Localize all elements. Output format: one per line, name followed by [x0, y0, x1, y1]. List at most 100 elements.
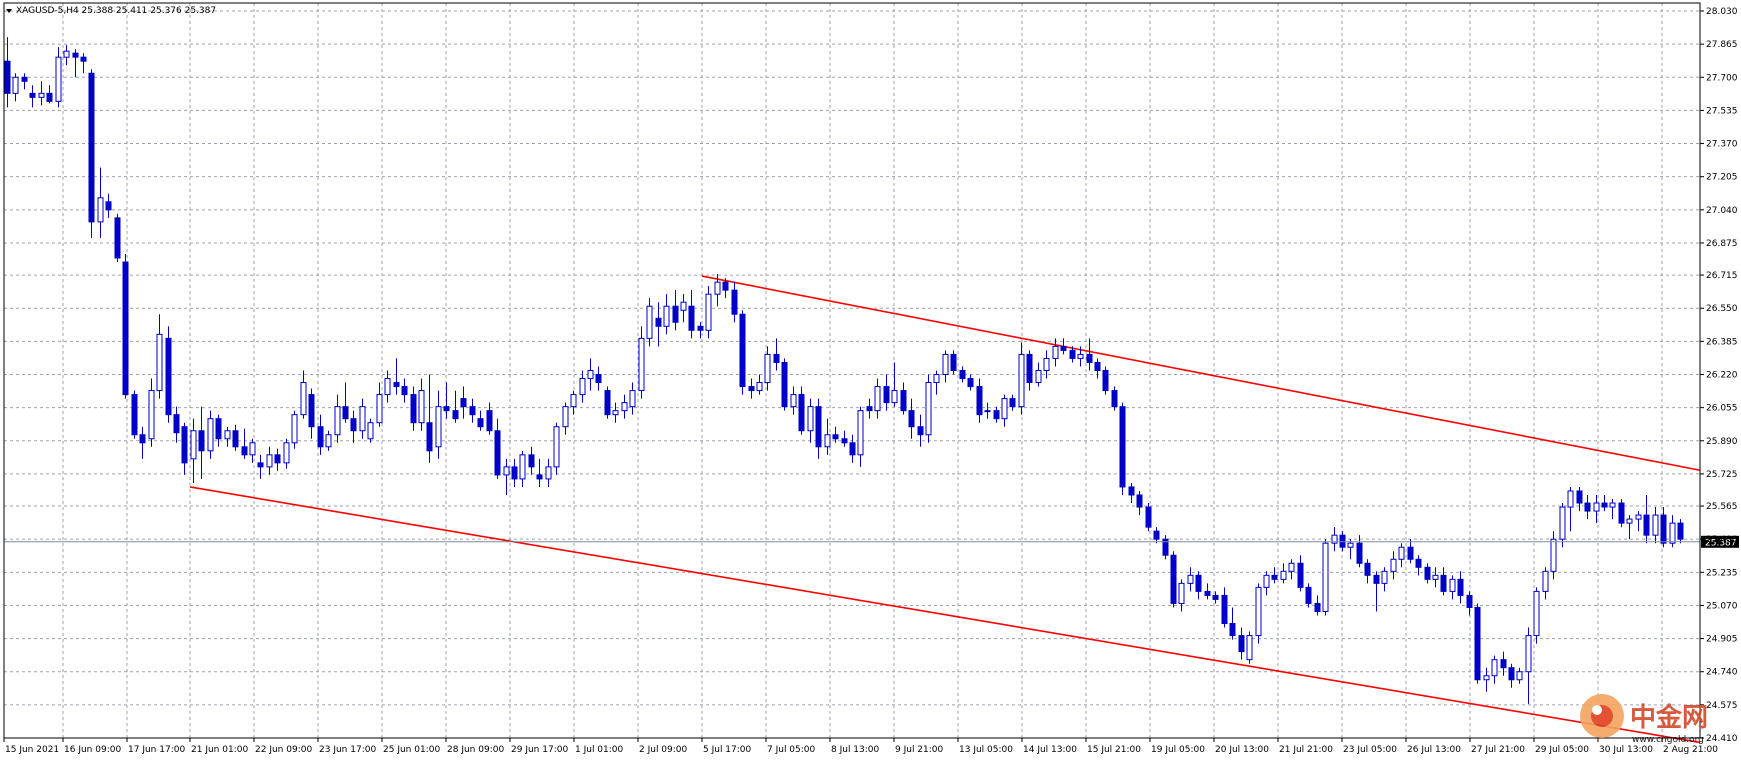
candle: [1508, 663, 1515, 688]
candle: [1162, 535, 1169, 560]
price-tick-label: 26.220: [1706, 371, 1738, 381]
candle-body-bear: [1305, 586, 1312, 604]
price-tick-label: 26.875: [1706, 239, 1738, 249]
candle: [883, 374, 890, 411]
candle-body-bear: [1584, 502, 1591, 512]
candle-body-bear: [1153, 530, 1160, 540]
watermark: 中金网 www.cngold.org: [1580, 694, 1708, 745]
candle: [688, 290, 695, 339]
candle-body-bear: [967, 378, 974, 388]
candle-body-bear: [781, 361, 788, 408]
candle-body-bear: [1677, 522, 1684, 540]
candle-body-bear: [604, 390, 611, 416]
candle-body-bull: [249, 442, 256, 456]
price-tick-label: 28.030: [1706, 7, 1738, 17]
trendline[interactable]: [189, 486, 1701, 744]
time-tick-label: 2 Jul 09:00: [639, 745, 688, 755]
candle-body-bull: [1593, 502, 1600, 512]
candle: [1195, 571, 1202, 600]
candle: [1035, 362, 1042, 387]
candle: [452, 390, 459, 423]
candle-body-bull: [545, 466, 552, 480]
candle-body-bear: [4, 60, 11, 94]
candle-body-bull: [300, 382, 307, 416]
candle: [1677, 519, 1684, 544]
trendline[interactable]: [701, 275, 1701, 472]
price-axis[interactable]: 28.030 27.865 27.700 27.535 27.370 27.205 27.0…: [1700, 7, 1738, 744]
candle-body-bull: [384, 378, 391, 396]
time-tick-label: 15 Jul 21:00: [1087, 745, 1141, 755]
candle: [1491, 655, 1498, 684]
candle-body-bear: [165, 337, 172, 416]
candle-body-bear: [1026, 353, 1033, 384]
time-axis[interactable]: 15 Jun 2021 16 Jun 09:00 17 Jun 17:00 21 Ju…: [3, 738, 1718, 755]
candle: [1576, 486, 1583, 512]
candle-body-bull: [1432, 574, 1439, 580]
candle-body-bear: [350, 418, 357, 432]
candle: [722, 278, 729, 299]
candle-body-bull: [1550, 538, 1557, 572]
candle: [1136, 490, 1143, 516]
candle-body-bear: [1424, 566, 1431, 580]
chevron-down-icon[interactable]: [6, 9, 12, 13]
candle-body-bull: [1246, 635, 1253, 661]
time-tick-label: 27 Jul 21:00: [1471, 745, 1525, 755]
candle: [1466, 591, 1473, 616]
candle: [511, 458, 518, 487]
candle: [1018, 342, 1025, 415]
candle: [181, 422, 188, 475]
candle: [1533, 587, 1540, 644]
candle: [1356, 535, 1363, 568]
price-tick-label: 26.385: [1706, 337, 1738, 347]
candle: [553, 422, 560, 475]
candle-body-bull: [1077, 353, 1084, 359]
candle-body-bull: [1491, 659, 1498, 677]
candle-body-bear: [29, 92, 36, 98]
candle-body-bull: [1187, 574, 1194, 584]
candle-body-bull: [1178, 582, 1185, 604]
candle-body-bull: [283, 442, 290, 464]
candle: [393, 358, 400, 395]
candle: [1652, 507, 1659, 544]
candle-body-bear: [393, 382, 400, 388]
candle: [1601, 494, 1608, 512]
candle-body-bear: [139, 434, 146, 444]
candle: [739, 310, 746, 395]
time-tick-label: 17 Jun 17:00: [128, 745, 185, 755]
time-tick-label: 7 Jul 05:00: [767, 745, 816, 755]
watermark-subtext: www.cngold.org: [1632, 735, 1704, 745]
candle: [148, 378, 155, 447]
candle-body-bull: [579, 378, 586, 396]
candle: [486, 402, 493, 435]
candle: [807, 398, 814, 443]
candle: [198, 406, 205, 479]
candle-body-bear: [1474, 606, 1481, 681]
candle: [1440, 567, 1447, 596]
candle-body-bull: [874, 386, 881, 412]
candle: [1178, 579, 1185, 612]
candle: [38, 81, 45, 106]
candle: [1457, 571, 1464, 604]
candle-body-bear: [1212, 594, 1219, 600]
candle-body-bear: [1407, 546, 1414, 560]
time-tick-label: 22 Jun 09:00: [255, 745, 312, 755]
candle: [1128, 482, 1135, 504]
candle-body-bear: [486, 410, 493, 432]
candle-body-bear: [215, 418, 222, 440]
candle-body-bear: [1297, 562, 1304, 588]
candle: [190, 418, 197, 483]
candle-body-bear: [46, 92, 53, 102]
candle: [97, 167, 104, 238]
candle: [663, 294, 670, 335]
candle-body-bull: [1652, 514, 1659, 536]
candle-body-bear: [1457, 578, 1464, 596]
candle: [1516, 667, 1523, 684]
candle-body-bear: [1440, 574, 1447, 592]
candle-body-bear: [452, 410, 459, 420]
candle-body-bear: [528, 454, 535, 468]
candle-body-bear: [1009, 398, 1016, 408]
candle-body-bear: [536, 474, 543, 480]
candle: [993, 406, 1000, 423]
candle: [1153, 527, 1160, 544]
